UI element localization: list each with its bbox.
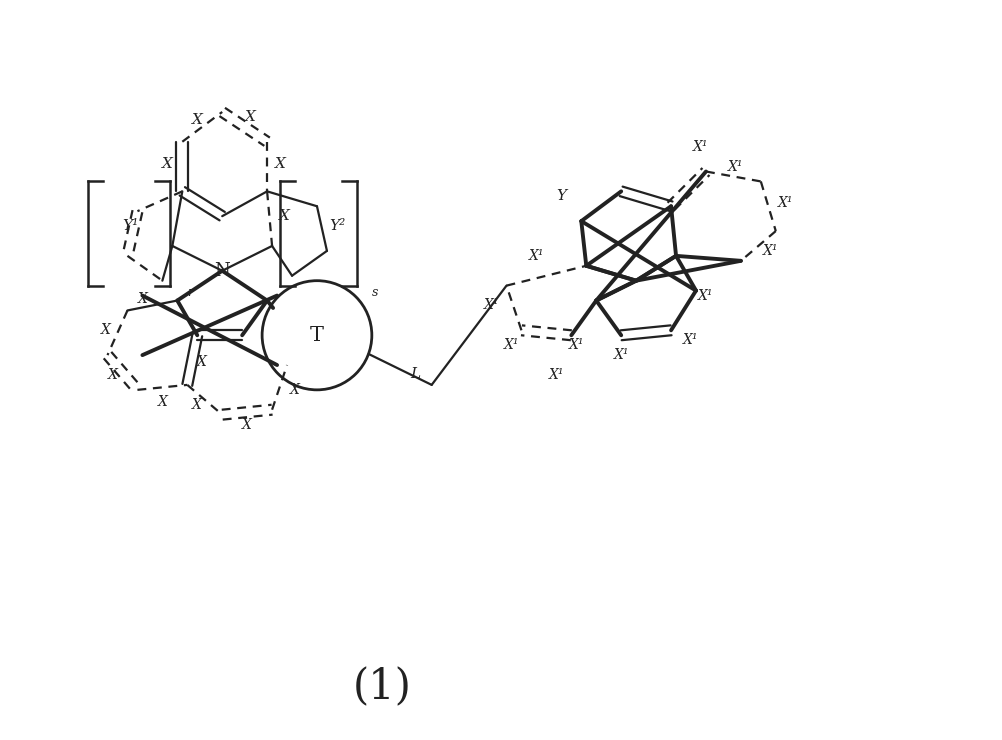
Text: X: X xyxy=(241,417,252,431)
Text: s: s xyxy=(372,286,378,299)
Text: X: X xyxy=(192,397,202,411)
Text: X¹: X¹ xyxy=(503,338,519,352)
Text: X¹: X¹ xyxy=(778,196,793,210)
Text: X: X xyxy=(275,157,286,170)
Text: Y: Y xyxy=(556,189,566,204)
Text: X¹: X¹ xyxy=(613,348,628,362)
Text: Y¹: Y¹ xyxy=(122,219,138,233)
Text: N: N xyxy=(214,262,229,280)
Text: X: X xyxy=(137,292,147,306)
Text: X: X xyxy=(107,368,117,382)
Text: X: X xyxy=(191,113,202,127)
Text: X: X xyxy=(100,323,110,337)
Text: Y²: Y² xyxy=(329,219,345,233)
Text: X: X xyxy=(279,209,290,223)
Text: X¹: X¹ xyxy=(697,289,713,303)
Text: T: T xyxy=(310,326,324,345)
Text: X¹: X¹ xyxy=(483,298,499,312)
Text: X: X xyxy=(244,110,256,124)
Text: X: X xyxy=(197,355,207,369)
Text: X: X xyxy=(157,394,167,408)
Text: r: r xyxy=(187,286,193,299)
Text: X¹: X¹ xyxy=(727,160,742,174)
Text: X: X xyxy=(161,157,172,170)
Text: X¹: X¹ xyxy=(548,368,563,382)
Text: X¹: X¹ xyxy=(528,249,544,263)
Text: L: L xyxy=(410,367,420,381)
Text: X¹: X¹ xyxy=(682,333,698,347)
Text: X: X xyxy=(290,383,300,397)
Text: X¹: X¹ xyxy=(763,244,778,258)
Text: (1): (1) xyxy=(352,667,411,709)
Text: X¹: X¹ xyxy=(692,140,708,154)
Text: X¹: X¹ xyxy=(568,338,583,352)
